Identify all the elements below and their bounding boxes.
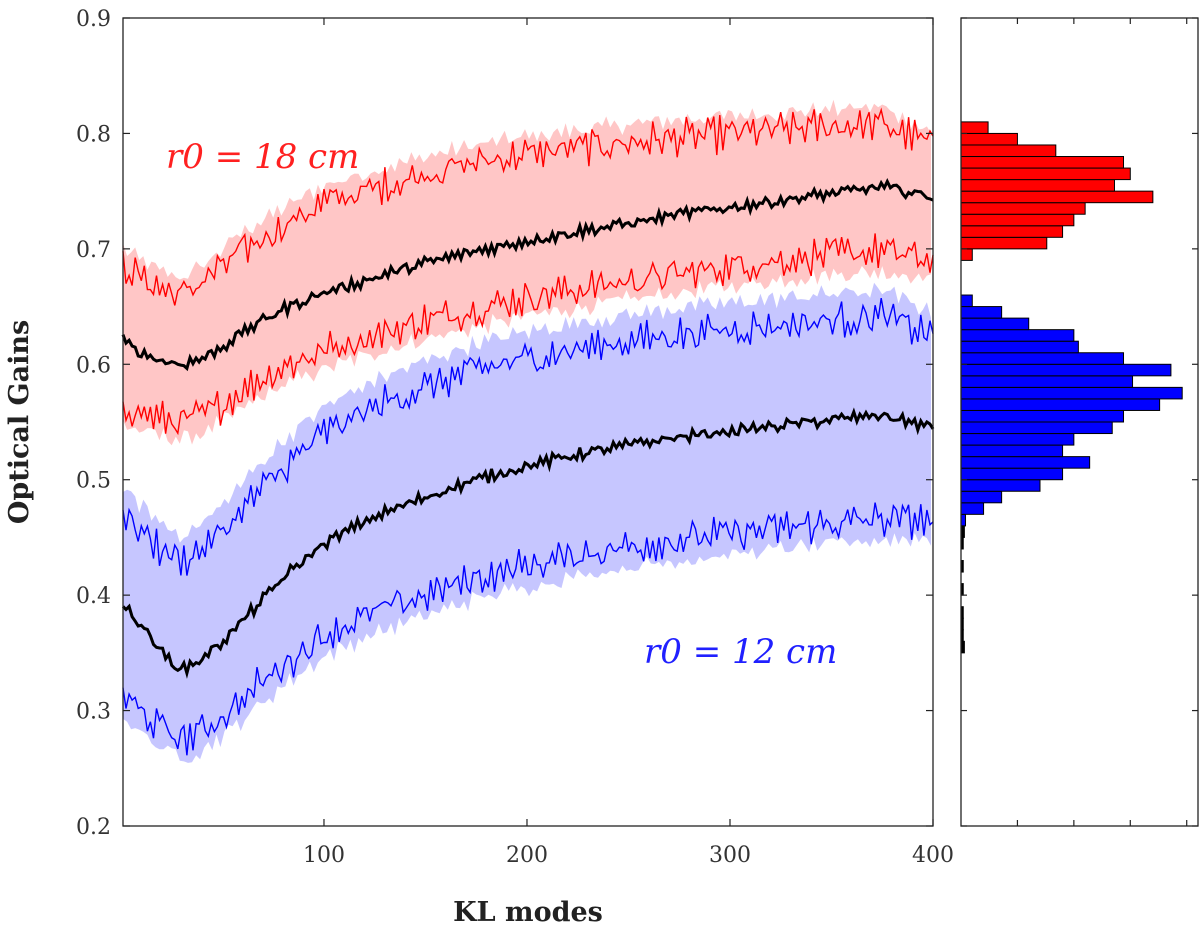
y-tick-label: 0.4: [76, 584, 111, 609]
x-axis-ticks: 100 200 300 400: [303, 18, 954, 868]
x-tick-label: 400: [912, 843, 954, 868]
series-lines: [121, 107, 935, 756]
histogram-bar: [960, 225, 1064, 238]
histogram-bar: [960, 248, 973, 261]
histogram-bars: [960, 121, 1183, 654]
histogram-bar: [960, 317, 1030, 331]
histogram-bar: [960, 294, 973, 308]
histogram-bar: [960, 179, 1115, 192]
upper-line-r0-12: [122, 297, 934, 576]
main-plot-frame: [122, 17, 934, 827]
histogram-bar: [960, 144, 1057, 158]
histogram-bar: [960, 213, 1075, 227]
y-tick-label: 0.7: [76, 238, 111, 263]
y-axis-ticks: 0.2 0.3 0.4 0.5 0.6 0.7 0.8 0.9: [76, 7, 933, 840]
band-r0-18: [123, 99, 931, 446]
histogram-bar: [960, 409, 1125, 423]
annotation-r0-12: r0 = 12 cm: [644, 632, 837, 672]
x-tick-label: 200: [506, 843, 548, 868]
histogram-bar: [960, 444, 1064, 458]
histogram-bar: [960, 363, 1172, 377]
histogram-bar: [960, 167, 1131, 181]
histogram-bar: [960, 340, 1079, 354]
histogram-bar: [960, 375, 1134, 388]
mean-line-r0-12: [121, 407, 935, 679]
histogram-frame: [960, 17, 1199, 827]
lower-line-r0-18: [122, 233, 934, 436]
y-tick-label: 0.9: [76, 7, 111, 32]
histogram-bar: [960, 132, 1018, 146]
y-tick-label: 0.2: [76, 815, 111, 840]
histogram-bar: [960, 190, 1154, 204]
lower-line-r0-12: [122, 502, 934, 756]
histogram-bar: [960, 513, 967, 527]
x-tick-label: 300: [709, 843, 751, 868]
histogram-bar: [960, 329, 1075, 342]
x-axis-label: KL modes: [453, 897, 603, 928]
upper-line-r0-18: [122, 107, 934, 306]
y-tick-label: 0.8: [76, 122, 111, 147]
histogram-panel: [960, 17, 1199, 827]
histogram-bar: [960, 202, 1086, 215]
histogram-bar: [960, 479, 1041, 492]
histogram-bar: [960, 421, 1113, 435]
histogram-bar: [960, 236, 1048, 250]
annotation-r0-18: r0 = 18 cm: [166, 137, 359, 177]
histogram-bar: [960, 306, 1003, 319]
histogram-bar: [960, 502, 985, 515]
histogram-bar: [960, 352, 1125, 365]
histogram-bar: [960, 156, 1125, 169]
histogram-bar: [960, 456, 1091, 469]
histogram-bar: [960, 467, 1064, 481]
x-tick-label: 100: [303, 843, 345, 868]
histogram-bar: [960, 490, 1003, 504]
y-tick-label: 0.3: [76, 700, 111, 725]
histogram-bar: [960, 121, 989, 134]
histogram-ticks: [961, 17, 1198, 827]
y-tick-label: 0.5: [76, 469, 111, 494]
histogram-bar: [960, 398, 1161, 411]
histogram-bar: [960, 433, 1075, 446]
y-tick-label: 0.6: [76, 353, 111, 378]
histogram-bar: [960, 386, 1183, 400]
main-plot-panel: 100 200 300 400 0.2 0.3 0.4 0.5 0.6 0.7 0.8 0.9 KL…: [4, 7, 954, 928]
y-axis-label: Optical Gains: [4, 320, 35, 524]
mean-line-r0-18: [121, 178, 934, 372]
